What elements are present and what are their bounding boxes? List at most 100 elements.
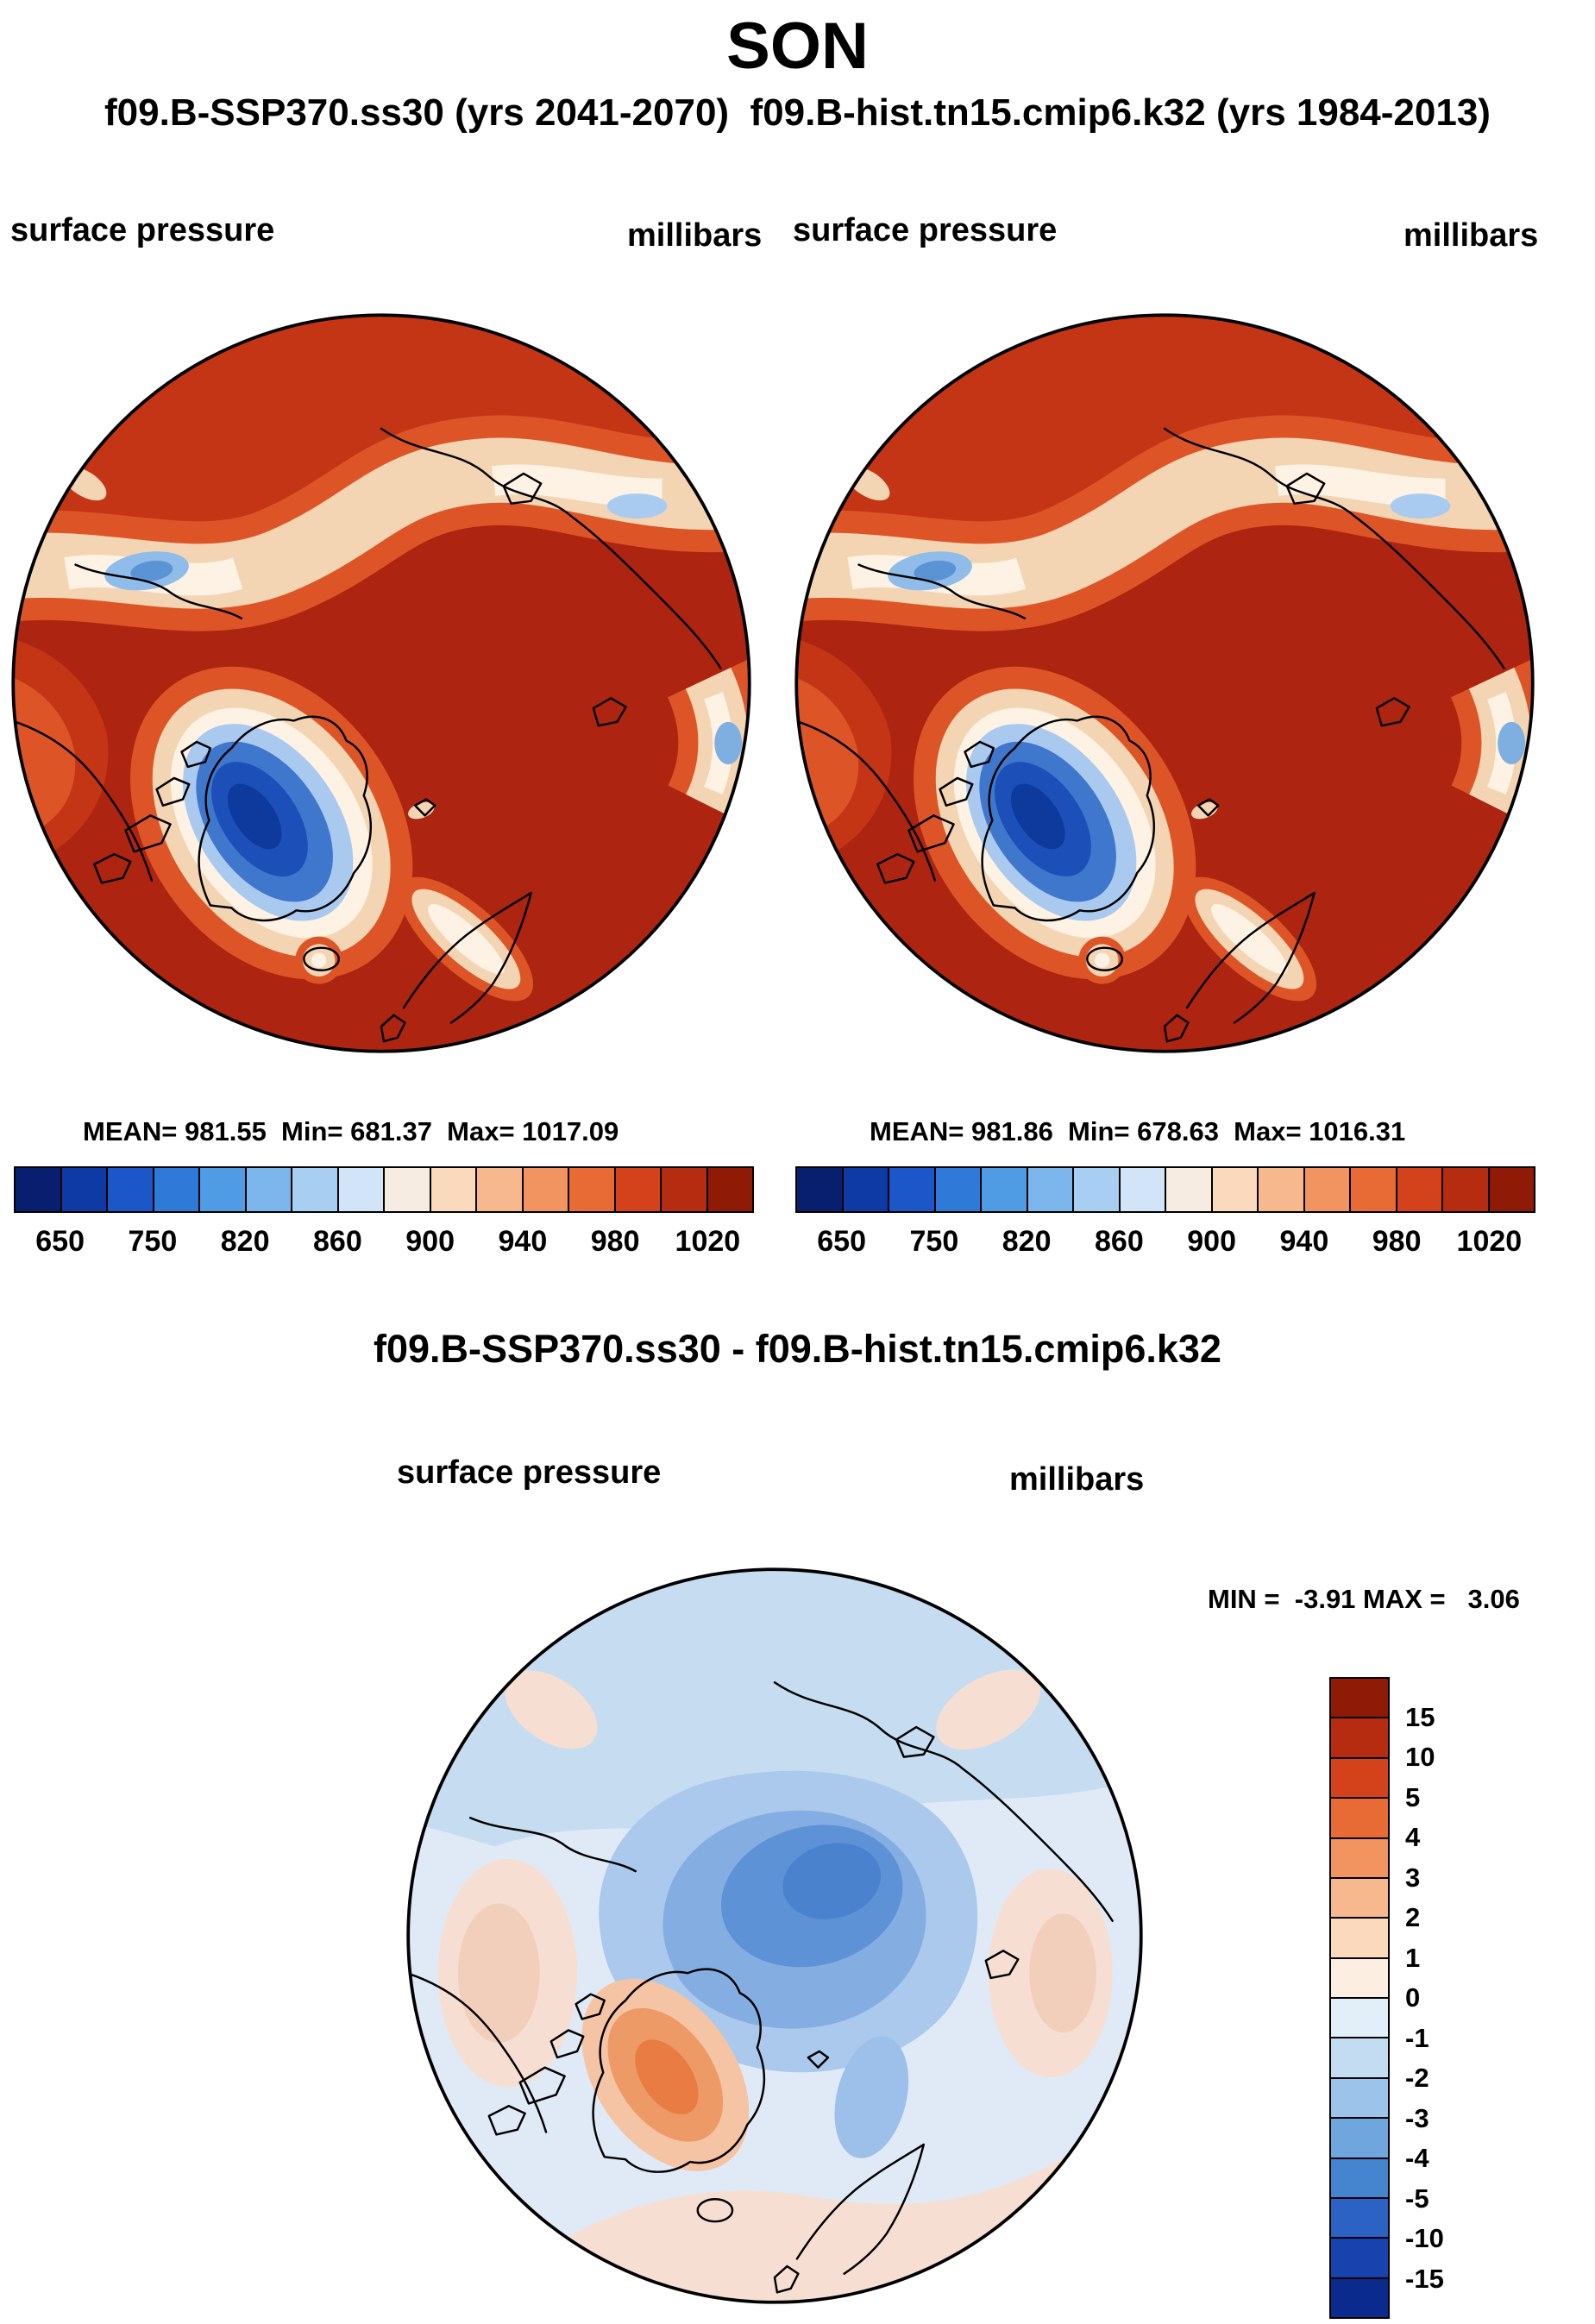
colorbar-cell: [1331, 2239, 1388, 2279]
colorbar-tick-label: 940: [498, 1225, 548, 1258]
colorbar-tick-label: -1: [1405, 2022, 1429, 2053]
colorbar-tick-label: 650: [35, 1225, 85, 1258]
colorbar-cell: [1443, 1168, 1490, 1211]
colorbar-tick-label: 2: [1405, 1902, 1421, 1932]
colorbar-tick-label: 820: [1002, 1225, 1052, 1258]
colorbar-cell: [797, 1168, 844, 1211]
colorbar-cell: [1304, 1168, 1351, 1211]
diff-field-label: surface pressure: [397, 1454, 662, 1491]
pressure-colorbar-right: [795, 1166, 1535, 1213]
colorbar-tick-label: 820: [220, 1225, 270, 1258]
colorbar-cell: [1331, 1758, 1388, 1800]
diff-colorbar-cells: [1329, 1677, 1390, 2319]
runs-subtitle: f09.B-SSP370.ss30 (yrs 2041-2070) f09.B-…: [104, 91, 1491, 134]
colorbar-tick-label: 1: [1405, 1942, 1421, 1973]
colorbar-tick-label: 860: [1095, 1225, 1144, 1258]
pressure-colorbar-left: [14, 1166, 754, 1213]
colorbar-cell: [477, 1168, 524, 1211]
map-surface-pressure-difference: [402, 1563, 1147, 2308]
pressure-colorbar-ticks-right: 650 750 820 860 900 940 980 1020: [795, 1222, 1535, 1261]
colorbar-tick-label: -10: [1405, 2223, 1444, 2253]
diff-minmax-line: MIN = -3.91 MAX = 3.06: [1208, 1584, 1520, 1614]
colorbar-cell: [615, 1168, 662, 1211]
right-stats-line: MEAN= 981.86 Min= 678.63 Max= 1016.31: [870, 1116, 1406, 1146]
colorbar-tick-label: 650: [817, 1225, 866, 1258]
colorbar-cell: [154, 1168, 200, 1211]
colorbar-tick-label: 3: [1405, 1862, 1421, 1893]
colorbar-tick-label: -2: [1405, 2063, 1429, 2093]
colorbar-cell: [1212, 1168, 1259, 1211]
colorbar-cell: [1397, 1168, 1443, 1211]
colorbar-tick-label: 5: [1405, 1781, 1421, 1812]
colorbar-tick-label: 1020: [675, 1225, 741, 1258]
colorbar-cell: [1331, 1878, 1388, 1919]
diff-colorbar: 15 10 5 4 3 2 1 0 -1 -2 -3 -4 -5 -10 -15: [1329, 1677, 1519, 2319]
colorbar-cell: [707, 1168, 752, 1211]
colorbar-cell: [1489, 1168, 1534, 1211]
colorbar-cell: [430, 1168, 477, 1211]
colorbar-tick-label: 980: [1372, 1225, 1422, 1258]
colorbar-tick-label: -15: [1405, 2263, 1444, 2294]
colorbar-tick-label: 1020: [1456, 1225, 1523, 1258]
colorbar-cell: [1331, 1999, 1388, 2039]
colorbar-cell: [16, 1168, 62, 1211]
colorbar-cell: [1331, 2198, 1388, 2239]
right-field-label: surface pressure: [793, 212, 1058, 248]
colorbar-cell: [1331, 2038, 1388, 2079]
colorbar-cell: [200, 1168, 247, 1211]
diff-title: f09.B-SSP370.ss30 - f09.B-hist.tn15.cmip…: [374, 1327, 1221, 1371]
right-units-label: millibars: [1403, 217, 1539, 254]
colorbar-tick-label: 750: [909, 1225, 959, 1258]
colorbar-cell: [1027, 1168, 1074, 1211]
colorbar-tick-label: 15: [1405, 1701, 1435, 1732]
colorbar-cell: [1331, 2158, 1388, 2199]
left-stats-line: MEAN= 981.55 Min= 681.37 Max= 1017.09: [83, 1116, 619, 1146]
colorbar-cell: [1331, 2119, 1388, 2159]
colorbar-cell: [1331, 2278, 1388, 2317]
colorbar-cell: [1074, 1168, 1121, 1211]
colorbar-cell: [108, 1168, 154, 1211]
colorbar-tick-label: 940: [1279, 1225, 1329, 1258]
map-surface-pressure-ssp370: [7, 309, 756, 1058]
colorbar-cell: [569, 1168, 616, 1211]
colorbar-tick-label: 0: [1405, 1982, 1421, 2013]
colorbar-cell: [1166, 1168, 1213, 1211]
colorbar-cell: [1259, 1168, 1305, 1211]
map-surface-pressure-hist: [790, 309, 1539, 1058]
colorbar-tick-label: -5: [1405, 2183, 1429, 2214]
colorbar-cell: [1120, 1168, 1166, 1211]
colorbar-tick-label: 10: [1405, 1742, 1435, 1772]
colorbar-tick-label: 900: [1187, 1225, 1236, 1258]
season-title: SON: [726, 9, 869, 83]
left-field-label: surface pressure: [10, 212, 275, 248]
diff-units-label: millibars: [1009, 1461, 1145, 1498]
colorbar-cell: [1351, 1168, 1397, 1211]
colorbar-cell: [1331, 1838, 1388, 1879]
colorbar-cell: [338, 1168, 385, 1211]
colorbar-cell: [385, 1168, 431, 1211]
colorbar-tick-label: -4: [1405, 2143, 1429, 2173]
colorbar-tick-label: 4: [1405, 1822, 1421, 1852]
colorbar-cell: [889, 1168, 936, 1211]
colorbar-cell: [662, 1168, 708, 1211]
colorbar-tick-label: 900: [405, 1225, 455, 1258]
colorbar-cell: [292, 1168, 339, 1211]
colorbar-tick-label: 860: [313, 1225, 362, 1258]
colorbar-cell: [523, 1168, 569, 1211]
colorbar-tick-label: -3: [1405, 2102, 1429, 2133]
colorbar-cell: [246, 1168, 292, 1211]
colorbar-cell: [1331, 2078, 1388, 2120]
colorbar-cell: [935, 1168, 982, 1211]
colorbar-cell: [1331, 1799, 1388, 1839]
colorbar-cell: [1331, 1919, 1388, 1959]
colorbar-cell: [1331, 1679, 1388, 1719]
colorbar-tick-label: 750: [128, 1225, 178, 1258]
pressure-colorbar-ticks-left: 650 750 820 860 900 940 980 1020: [14, 1222, 754, 1261]
colorbar-tick-label: 980: [590, 1225, 640, 1258]
colorbar-cell: [1331, 1958, 1388, 1999]
colorbar-cell: [982, 1168, 1028, 1211]
colorbar-cell: [843, 1168, 889, 1211]
left-units-label: millibars: [627, 217, 763, 254]
colorbar-cell: [61, 1168, 108, 1211]
